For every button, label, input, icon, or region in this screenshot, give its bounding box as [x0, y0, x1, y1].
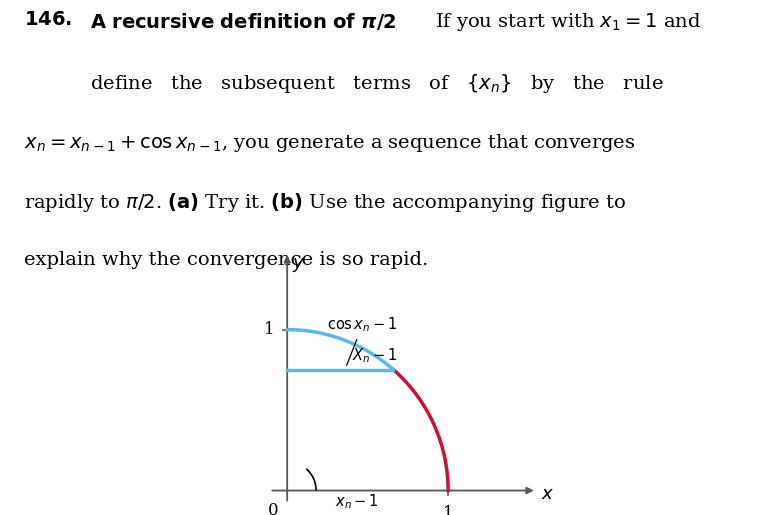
Text: $X_n - 1$: $X_n - 1$	[352, 347, 397, 365]
Text: $x_n = x_{n-1} + \cos x_{n-1}$, you generate a sequence that converges: $x_n = x_{n-1} + \cos x_{n-1}$, you gene…	[24, 132, 635, 153]
Text: $x_n - 1$: $x_n - 1$	[336, 492, 379, 510]
Text: explain why the convergence is so rapid.: explain why the convergence is so rapid.	[24, 251, 428, 269]
Text: If you start with $x_1 = 1$ and: If you start with $x_1 = 1$ and	[435, 11, 702, 33]
Text: 1: 1	[263, 321, 274, 338]
Text: $y$: $y$	[292, 255, 305, 273]
Text: $\mathrm{cos}\, x_n - 1$: $\mathrm{cos}\, x_n - 1$	[328, 316, 397, 366]
Text: $\mathbf{146.}$: $\mathbf{146.}$	[24, 11, 71, 29]
Text: $\mathbf{A\ recursive\ definition\ of}\ \boldsymbol{\pi}\mathbf{/2}$: $\mathbf{A\ recursive\ definition\ of}\ …	[90, 11, 397, 32]
Text: $x$: $x$	[542, 485, 555, 503]
Text: rapidly to $\pi/2$. $\mathbf{(a)}$ Try it. $\mathbf{(b)}$ Use the accompanying f: rapidly to $\pi/2$. $\mathbf{(a)}$ Try i…	[24, 191, 626, 214]
Text: define   the   subsequent   terms   of   $\{x_n\}$   by   the   rule: define the subsequent terms of $\{x_n\}$…	[90, 72, 664, 95]
Text: 0: 0	[267, 502, 278, 515]
Text: 1: 1	[443, 505, 453, 515]
